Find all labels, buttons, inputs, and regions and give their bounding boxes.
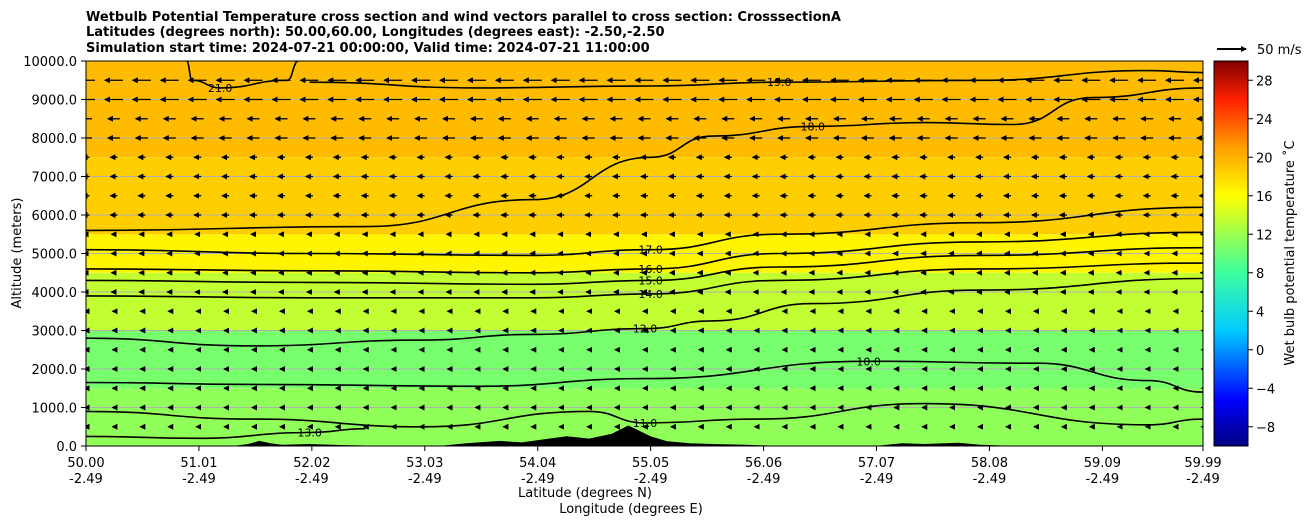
x-tick-label-lon: -2.49 bbox=[1086, 472, 1120, 487]
contour-label-13.0: 13.0 bbox=[297, 427, 322, 440]
y-tick-label: 10000.0 bbox=[23, 55, 77, 70]
x-tick-label-lon: -2.49 bbox=[973, 472, 1007, 487]
colorbar-tick-label: −4 bbox=[1256, 382, 1275, 397]
chart-title: Wetbulb Potential Temperature cross sect… bbox=[86, 10, 841, 56]
x-axis-label-longitude: Longitude (degrees E) bbox=[559, 502, 703, 517]
y-tick-label: 3000.0 bbox=[32, 325, 78, 340]
x-tick-label-lon: -2.49 bbox=[182, 472, 216, 487]
x-tick-label-lat: 57.07 bbox=[858, 456, 895, 471]
x-tick-label-lat: 59.09 bbox=[1084, 456, 1121, 471]
colorbar-tick-label: 20 bbox=[1256, 151, 1273, 166]
contour-label-18.0: 18.0 bbox=[801, 120, 826, 133]
x-tick-label-lon: -2.49 bbox=[408, 472, 442, 487]
contour-21.0 bbox=[185, 61, 299, 89]
x-tick-label-lat: 53.03 bbox=[406, 456, 443, 471]
x-axis: 50.00-2.4951.01-2.4952.02-2.4953.03-2.49… bbox=[67, 446, 1222, 487]
wind-vectors bbox=[86, 77, 1203, 430]
colorbar-tick-label: 8 bbox=[1256, 267, 1264, 282]
contour-13.0 bbox=[86, 427, 366, 440]
colorbar-tick-label: −8 bbox=[1256, 421, 1275, 436]
colorbar-label: Wet bulb potential temperature ˚C bbox=[1282, 140, 1298, 365]
colorbar-tick-label: 16 bbox=[1256, 190, 1273, 205]
contour-11.0 bbox=[86, 402, 1203, 428]
colorbar-tick-label: 28 bbox=[1256, 74, 1273, 89]
contour-label-12.0: 12.0 bbox=[633, 323, 658, 336]
x-tick-label-lat: 59.99 bbox=[1184, 456, 1221, 471]
x-tick-label-lat: 50.00 bbox=[67, 456, 104, 471]
x-tick-label-lat: 54.04 bbox=[519, 456, 556, 471]
x-tick-label-lat: 58.08 bbox=[971, 456, 1008, 471]
colorbar-tick-label: 12 bbox=[1256, 228, 1273, 243]
contour-label-16.0: 16.0 bbox=[638, 263, 663, 276]
y-axis: 0.0 1000.0 2000.0 3000.0 4000.0 5000.0 6000.0 7… bbox=[23, 55, 86, 455]
y-tick-label: 7000.0 bbox=[32, 171, 78, 186]
contour-label-11.0: 11.0 bbox=[633, 417, 658, 430]
title-line-1: Wetbulb Potential Temperature cross sect… bbox=[86, 10, 841, 25]
y-tick-label: 0.0 bbox=[56, 440, 77, 455]
terrain-silhouette bbox=[236, 425, 1003, 446]
colorbar-ticks: −8 −4 0 4 8 12 16 20 24 28 bbox=[1248, 74, 1275, 436]
quiver-key-label: 50 m/s bbox=[1257, 43, 1302, 58]
x-tick-label-lat: 55.05 bbox=[632, 456, 669, 471]
contour-label-17.0: 17.0 bbox=[638, 244, 663, 257]
contour-label-19.0: 19.0 bbox=[767, 76, 792, 89]
contour-label-10.0: 10.0 bbox=[856, 355, 881, 368]
terrain bbox=[236, 425, 1003, 446]
x-tick-label-lon: -2.49 bbox=[747, 472, 781, 487]
y-tick-label: 1000.0 bbox=[32, 402, 78, 417]
x-tick-label-lon: -2.49 bbox=[69, 472, 103, 487]
contour-label-14.0: 14.0 bbox=[638, 288, 663, 301]
y-tick-label: 2000.0 bbox=[32, 363, 78, 378]
contour-label-21.0: 21.0 bbox=[208, 82, 233, 95]
contour-14.0 bbox=[86, 262, 1203, 299]
y-tick-label: 9000.0 bbox=[32, 94, 78, 109]
y-tick-label: 8000.0 bbox=[32, 132, 78, 147]
x-tick-label-lon: -2.49 bbox=[1186, 472, 1220, 487]
temperature-band-5 bbox=[86, 61, 1203, 158]
contour-16.0 bbox=[86, 231, 1203, 274]
x-tick-label-lon: -2.49 bbox=[634, 472, 668, 487]
x-tick-label-lat: 52.02 bbox=[293, 456, 330, 471]
title-line-3: Simulation start time: 2024-07-21 00:00:… bbox=[86, 41, 650, 56]
contour-15.0 bbox=[86, 246, 1203, 286]
contour-19.0 bbox=[309, 69, 1203, 89]
colorbar-tick-label: 24 bbox=[1256, 113, 1273, 128]
y-tick-label: 6000.0 bbox=[32, 209, 78, 224]
y-axis-label: Altitude (meters) bbox=[10, 198, 25, 309]
contour-lines: 12.0 14.015.016.0 17.0 18.0 19.0 21.0 10.0 13.0… bbox=[86, 61, 1203, 440]
temperature-band-1 bbox=[86, 330, 1203, 389]
y-tick-label: 5000.0 bbox=[32, 248, 78, 263]
y-tick-label: 4000.0 bbox=[32, 286, 78, 301]
colorbar: −8 −4 0 4 8 12 16 20 24 28 Wet bulb potential tem… bbox=[1213, 60, 1298, 447]
x-tick-label-lon: -2.49 bbox=[295, 472, 329, 487]
contour-17.0 bbox=[86, 206, 1203, 257]
colorbar-tick-label: 0 bbox=[1256, 344, 1264, 359]
contour-label-15.0: 15.0 bbox=[638, 274, 663, 287]
x-tick-label-lat: 56.06 bbox=[745, 456, 782, 471]
contour-18.0 bbox=[86, 87, 1203, 232]
x-tick-label-lon: -2.49 bbox=[860, 472, 894, 487]
title-line-2: Latitudes (degrees north): 50.00,60.00, … bbox=[86, 25, 665, 40]
x-tick-label-lat: 51.01 bbox=[180, 456, 217, 471]
x-tick-label-lon: -2.49 bbox=[521, 472, 555, 487]
x-axis-label-latitude: Latitude (degrees N) bbox=[518, 486, 652, 501]
colorbar-gradient bbox=[1213, 60, 1249, 447]
quiver-key: 50 m/s bbox=[1217, 43, 1302, 58]
colorbar-tick-label: 4 bbox=[1256, 305, 1264, 320]
